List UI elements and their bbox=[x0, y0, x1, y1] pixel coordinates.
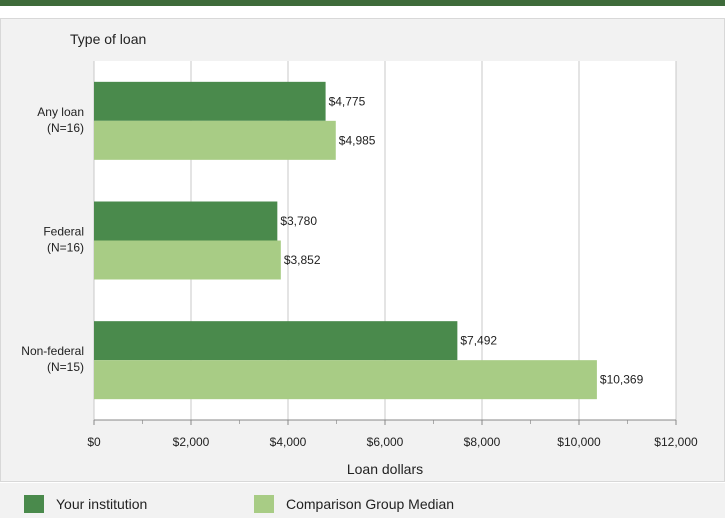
category-count-label: (N=15) bbox=[47, 360, 84, 374]
axis-layer: $0 $2,000 $4,000 $6,000 $8,000 $10,000 $12,000 bbox=[87, 419, 698, 449]
x-tick-label: $8,000 bbox=[464, 435, 501, 449]
x-tick-label: $4,000 bbox=[270, 435, 307, 449]
bar-your-institution bbox=[94, 81, 326, 121]
x-tick-label: $12,000 bbox=[654, 435, 698, 449]
bar-your-institution bbox=[94, 201, 278, 241]
legend: Your institution Comparison Group Median bbox=[24, 495, 454, 513]
legend-swatch bbox=[24, 495, 44, 513]
legend-strip bbox=[0, 483, 725, 518]
data-label: $3,780 bbox=[280, 214, 317, 228]
chart-title: Type of loan bbox=[70, 31, 146, 47]
category-count-label: (N=16) bbox=[47, 121, 84, 135]
data-label: $7,492 bbox=[460, 334, 497, 348]
category-label: Non-federal bbox=[21, 344, 84, 358]
category-count-label: (N=16) bbox=[47, 241, 84, 255]
bars-layer bbox=[94, 81, 597, 400]
data-label: $4,775 bbox=[329, 94, 366, 108]
bar-comparison-median bbox=[94, 120, 336, 160]
header-accent-bar bbox=[0, 0, 725, 6]
labels-layer: Any loan (N=16) $4,775 $4,985 Federal (N=16) $… bbox=[21, 94, 643, 386]
legend-label: Your institution bbox=[56, 496, 147, 512]
data-label: $4,985 bbox=[339, 133, 376, 147]
category-label: Federal bbox=[43, 225, 84, 239]
x-tick-label: $10,000 bbox=[557, 435, 601, 449]
data-label: $10,369 bbox=[600, 373, 644, 387]
x-tick-label: $0 bbox=[87, 435, 101, 449]
x-tick-label: $6,000 bbox=[367, 435, 404, 449]
data-label: $3,852 bbox=[284, 253, 321, 267]
bar-your-institution bbox=[94, 321, 458, 361]
bar-comparison-median bbox=[94, 240, 281, 280]
legend-label: Comparison Group Median bbox=[286, 496, 454, 512]
bar-comparison-median bbox=[94, 360, 597, 400]
legend-swatch bbox=[254, 495, 274, 513]
x-axis-label: Loan dollars bbox=[347, 461, 423, 477]
x-tick-label: $2,000 bbox=[173, 435, 210, 449]
category-label: Any loan bbox=[37, 105, 84, 119]
